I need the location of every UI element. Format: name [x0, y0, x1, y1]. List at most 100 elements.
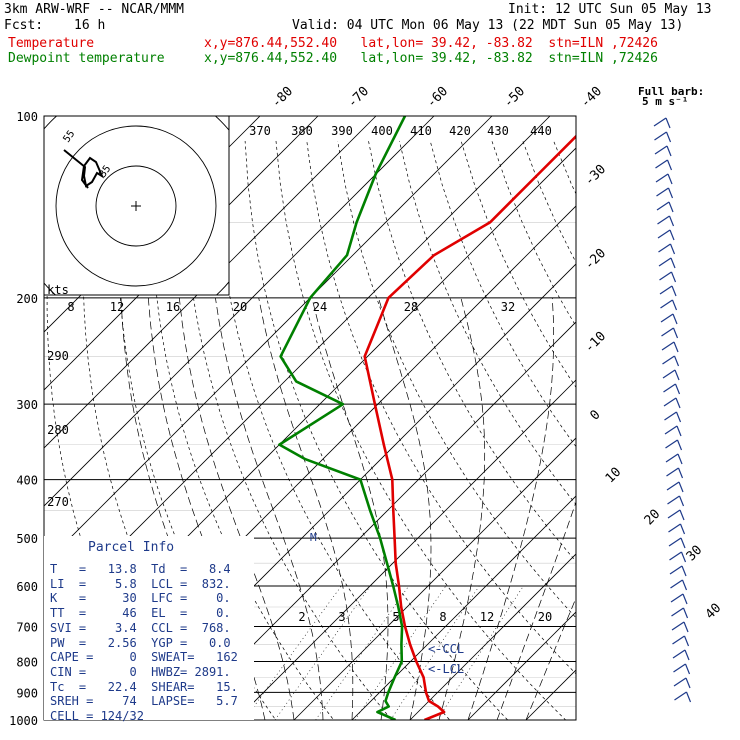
hodograph-ring-label: 24	[313, 300, 327, 314]
pressure-tick-label: 600	[16, 580, 38, 594]
isentrope-label: 370	[249, 124, 271, 138]
pressure-tick-label: 800	[16, 655, 38, 669]
barb-legend-unit: 5 m s⁻¹	[642, 95, 688, 108]
wind-barb	[654, 145, 668, 155]
hodograph-ring-label: 8	[67, 300, 74, 314]
wind-barb	[657, 215, 670, 225]
wind-barb	[670, 593, 684, 603]
wind-barb-flag	[681, 579, 688, 591]
parcel-info-row: Tc = 22.4 SHEAR= 15.	[50, 679, 238, 694]
isotherm-label: -40	[578, 84, 605, 111]
wind-barb	[657, 229, 671, 239]
dry-adiabat	[183, 141, 393, 720]
wind-barb	[665, 453, 679, 463]
label-m: M	[310, 531, 317, 544]
moist-adiabat	[147, 297, 266, 720]
mixing-ratio-label: 8	[439, 610, 446, 624]
isotherm-label: -80	[269, 84, 296, 111]
wind-barb-flag	[681, 565, 687, 577]
wind-barb	[661, 341, 675, 351]
isentrope-label: 390	[331, 124, 353, 138]
parcel-info-row: CIN = 0 HWBZ= 2891.	[50, 664, 231, 679]
theta-label: 290	[47, 349, 69, 363]
wind-barb-flag	[670, 271, 677, 283]
isotherm-line	[177, 321, 576, 720]
wind-barb-flag	[674, 369, 680, 381]
wind-barb	[664, 425, 678, 435]
dry-adiabat	[646, 141, 740, 733]
wind-barb-flag	[676, 439, 683, 451]
isotherm-line	[44, 116, 377, 449]
mixing-ratio-line	[315, 585, 409, 720]
model-title: 3km ARW-WRF -- NCAR/MMM	[4, 2, 185, 17]
isotherm-label: 40	[703, 601, 725, 623]
parcel-info-row: CELL = 124/32	[50, 709, 144, 723]
wind-barb-flag	[668, 201, 674, 213]
wind-barb	[655, 159, 668, 169]
wind-barb-flag	[673, 341, 679, 353]
wind-barb	[654, 131, 667, 141]
wind-barb	[660, 299, 673, 309]
hodograph-ring-label: 28	[404, 300, 418, 314]
parcel-info-row: SVI = 3.4 CCL = 768.	[50, 620, 231, 635]
isentrope-label: 430	[487, 124, 509, 138]
isotherm-label: 0	[587, 407, 603, 423]
dry-adiabat	[708, 141, 740, 733]
barb-legend-title: Full barb:	[638, 85, 704, 98]
isotherm-line	[409, 553, 576, 720]
wind-barb-flag	[685, 691, 692, 703]
wind-barb-flag	[672, 313, 678, 325]
pressure-tick-label: 900	[16, 686, 38, 700]
wind-barb	[671, 607, 684, 617]
moist-adiabat	[467, 297, 555, 720]
wind-barb	[663, 383, 676, 393]
mixing-ratio-label: 3	[338, 610, 345, 624]
moist-adiabat	[178, 297, 295, 720]
hodograph-ring	[95, 165, 177, 247]
parcel-info-row: TT = 46 EL = 0.	[50, 606, 231, 621]
isentrope-label: 380	[291, 124, 313, 138]
temperature-profile	[363, 134, 576, 720]
isotherm-line	[44, 116, 435, 507]
moist-adiabat	[438, 297, 486, 720]
theta-label: 280	[47, 423, 69, 437]
pressure-tick-label: 1000	[9, 714, 38, 728]
wind-barb	[673, 677, 687, 687]
pressure-tick-label: 700	[16, 620, 38, 634]
mixing-ratio-line	[354, 585, 447, 720]
wind-barb-flag	[665, 131, 672, 143]
valid-time: Valid: 04 UTC Mon 06 May 13 (22 MDT Sun …	[292, 18, 684, 33]
hodograph-ring-label: 32	[501, 300, 515, 314]
init-time: Init: 12 UTC Sun 05 May 13	[508, 2, 712, 17]
mixing-ratio-line	[243, 585, 342, 720]
wind-barb	[665, 439, 678, 449]
wind-barb-flag	[674, 383, 681, 395]
wind-barb-flag	[667, 187, 674, 199]
wind-barb-flag	[668, 215, 675, 227]
wind-barb-flag	[678, 495, 685, 507]
isotherm-label: -50	[501, 84, 528, 111]
wind-barb	[669, 565, 683, 575]
wind-barb	[673, 663, 686, 673]
wind-barb-flag	[684, 663, 691, 675]
dewpoint-profile	[278, 116, 407, 720]
mixing-ratio-label: 12	[480, 610, 494, 624]
wind-barb	[656, 187, 669, 197]
parcel-info-title: Parcel Info	[88, 540, 175, 555]
hodograph-ring-label: 12	[110, 300, 124, 314]
wind-barb	[669, 551, 682, 561]
parcel-info-row: SREH = 74 LAPSE= 5.7	[50, 694, 238, 709]
dry-adiabat	[337, 140, 576, 619]
parcel-info-row: T = 13.8 Td = 8.4	[50, 562, 231, 576]
wind-barb-flag	[675, 411, 682, 423]
hodograph-ring-label: 20	[233, 300, 247, 314]
dry-adiabat	[368, 140, 576, 562]
mixing-ratio-line	[274, 585, 371, 720]
moist-adiabat	[311, 297, 389, 720]
label-lcl: <-LCL	[428, 662, 464, 676]
isentrope-label: 420	[449, 124, 471, 138]
hodograph-ring	[55, 125, 217, 287]
wind-barb-flag	[683, 621, 689, 633]
plot-frame	[43, 115, 577, 721]
